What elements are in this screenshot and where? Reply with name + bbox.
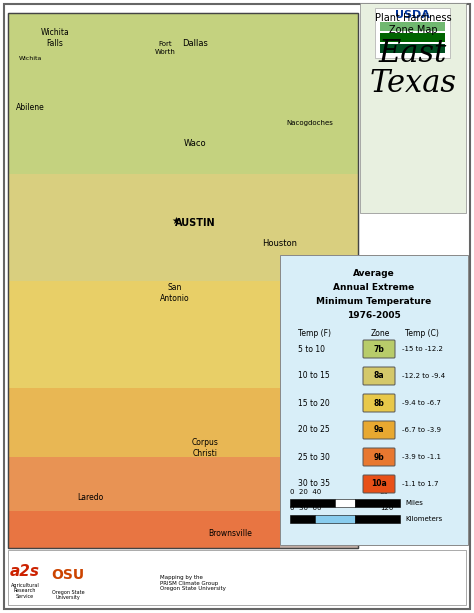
Bar	[290, 499, 335, 507]
Text: Brownsville: Brownsville	[208, 528, 252, 538]
Text: East: East	[379, 37, 447, 69]
Text: Nacogdoches: Nacogdoches	[287, 120, 333, 126]
Bar	[315, 515, 355, 523]
Bar	[380, 44, 445, 53]
FancyBboxPatch shape	[363, 394, 395, 412]
Text: Temp (F): Temp (F)	[298, 329, 331, 338]
FancyBboxPatch shape	[363, 340, 395, 358]
Text: 1976-2005: 1976-2005	[347, 311, 401, 319]
Bar	[375, 8, 450, 58]
Text: Texas: Texas	[370, 67, 456, 99]
Text: Abilene: Abilene	[16, 104, 45, 113]
FancyBboxPatch shape	[363, 367, 395, 385]
Text: Wichita
Falls: Wichita Falls	[41, 28, 69, 48]
Text: AUSTIN: AUSTIN	[175, 218, 215, 228]
Polygon shape	[280, 338, 358, 548]
Text: Zone Map: Zone Map	[389, 25, 438, 35]
Text: 10a: 10a	[371, 479, 387, 489]
Text: Temp (C): Temp (C)	[405, 329, 439, 338]
FancyBboxPatch shape	[363, 421, 395, 439]
Text: -6.7 to -3.9: -6.7 to -3.9	[402, 427, 441, 433]
Bar	[8, 13, 358, 548]
Text: ★: ★	[172, 216, 181, 226]
Text: San
Antonio: San Antonio	[160, 283, 190, 303]
Text: 120: 120	[380, 505, 393, 511]
Text: Beaumont: Beaumont	[290, 268, 330, 278]
Bar	[335, 499, 355, 507]
Bar	[360, 3, 466, 213]
Text: 80: 80	[380, 489, 389, 495]
Bar	[8, 550, 466, 605]
Bar	[8, 511, 358, 548]
FancyBboxPatch shape	[363, 475, 395, 493]
Text: 25 to 30: 25 to 30	[298, 452, 330, 462]
Text: Annual Extreme: Annual Extreme	[333, 283, 415, 292]
Text: -3.9 to -1.1: -3.9 to -1.1	[402, 454, 441, 460]
Bar	[355, 499, 400, 507]
Text: Zone: Zone	[370, 329, 390, 338]
Bar	[280, 255, 468, 545]
Text: 9a: 9a	[374, 425, 384, 435]
Text: Minimum Temperature: Minimum Temperature	[316, 297, 432, 305]
Text: Average: Average	[353, 268, 395, 278]
Bar	[380, 22, 445, 31]
Bar	[8, 13, 358, 173]
Bar	[380, 33, 445, 42]
Bar	[8, 457, 358, 511]
Text: Houston: Houston	[263, 238, 298, 248]
Text: Oregon State
University: Oregon State University	[52, 590, 84, 600]
Text: 0  30  60: 0 30 60	[290, 505, 321, 511]
Bar	[290, 515, 315, 523]
Text: Miles: Miles	[405, 500, 423, 506]
Text: Fort
Worth: Fort Worth	[155, 42, 175, 55]
Text: 7b: 7b	[374, 345, 384, 354]
Text: -15 to -12.2: -15 to -12.2	[402, 346, 443, 352]
Text: Agricultural
Research
Service: Agricultural Research Service	[10, 583, 39, 600]
Text: 15 to 20: 15 to 20	[298, 398, 330, 408]
Text: 8a: 8a	[374, 371, 384, 381]
Text: OSU: OSU	[52, 568, 84, 582]
Text: 8b: 8b	[374, 398, 384, 408]
Bar	[8, 13, 358, 548]
Text: Mapping by the
PRISM Climate Group
Oregon State University: Mapping by the PRISM Climate Group Orego…	[160, 575, 226, 592]
Text: Dallas: Dallas	[182, 39, 208, 47]
Text: 5 to 10: 5 to 10	[298, 345, 325, 354]
Text: -9.4 to -6.7: -9.4 to -6.7	[402, 400, 441, 406]
FancyBboxPatch shape	[363, 448, 395, 466]
Text: 20 to 25: 20 to 25	[298, 425, 330, 435]
Text: USDA: USDA	[395, 10, 430, 20]
Text: Waco: Waco	[184, 139, 206, 148]
Text: 10 to 15: 10 to 15	[298, 371, 330, 381]
Text: 0  20  40: 0 20 40	[290, 489, 321, 495]
Text: Wichita: Wichita	[18, 56, 42, 61]
Text: 30 to 35: 30 to 35	[298, 479, 330, 489]
Text: -12.2 to -9.4: -12.2 to -9.4	[402, 373, 445, 379]
Text: -1.1 to 1.7: -1.1 to 1.7	[402, 481, 438, 487]
Text: Galveston: Galveston	[301, 308, 339, 318]
Bar	[8, 387, 358, 457]
Bar	[8, 173, 358, 281]
Text: Plant Hardiness: Plant Hardiness	[374, 13, 451, 23]
Bar	[8, 281, 358, 387]
Text: Kilometers: Kilometers	[405, 516, 442, 522]
Text: 9b: 9b	[374, 452, 384, 462]
Text: Corpus
Christi: Corpus Christi	[191, 438, 219, 458]
Text: a2s: a2s	[10, 563, 40, 579]
Bar	[355, 515, 400, 523]
Text: Laredo: Laredo	[77, 493, 103, 503]
